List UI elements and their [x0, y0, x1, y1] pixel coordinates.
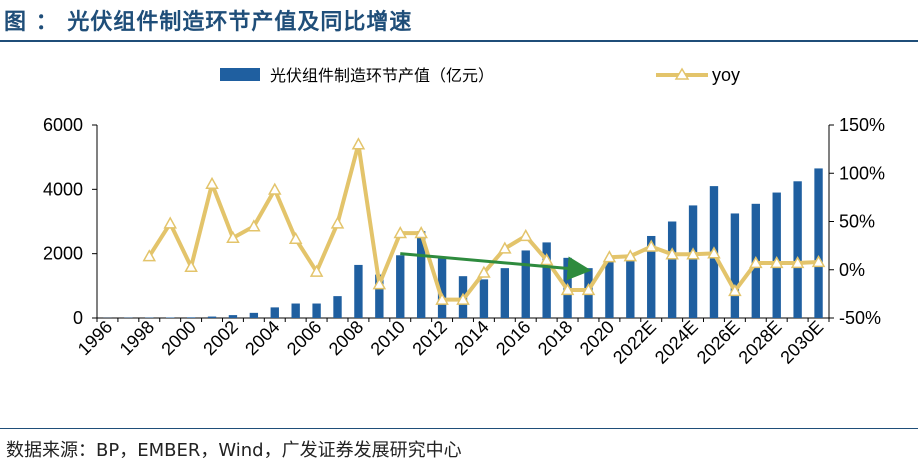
x-axis-tick-label: 2030E	[776, 317, 827, 368]
x-axis-tick-label: 2018	[534, 317, 576, 359]
yoy-point-2007	[330, 216, 345, 229]
right-axis-tick-label: -50%	[839, 308, 881, 328]
yoy-point-2030E	[811, 254, 826, 268]
bar-2024E	[688, 205, 698, 318]
x-axis-tick-label: 2024E	[651, 317, 702, 368]
trend-arrow	[400, 252, 592, 281]
bar-2014	[479, 279, 489, 318]
bar-2002	[228, 315, 238, 318]
yoy-point-2013	[456, 292, 470, 305]
yoy-point-2004	[267, 182, 282, 195]
x-axis-tick-label: 2000	[157, 317, 199, 359]
yoy-point-2019	[581, 282, 596, 296]
bar-2005	[291, 303, 300, 318]
yoy-point-2023E	[665, 247, 679, 260]
yoy-point-1998	[142, 249, 157, 262]
left-axis-tick-label: 6000	[43, 115, 83, 135]
x-axis-tick-label: 2016	[492, 317, 534, 359]
bar-2028E	[772, 192, 781, 318]
yoy-point-2018	[560, 282, 575, 296]
yoy-point-2016	[518, 228, 533, 242]
bar-2001	[207, 316, 217, 318]
yoy-point-2008	[351, 137, 366, 150]
bar-2004	[270, 307, 279, 318]
yoy-point-2028E	[769, 255, 784, 269]
bar-2021	[626, 258, 635, 318]
right-axis-tick-label: 0%	[839, 260, 865, 280]
legend-bar-label: 光伏组件制造环节产值（亿元）	[270, 66, 494, 85]
bar-2003	[249, 312, 259, 318]
x-axis-tick-label: 2028E	[735, 317, 786, 368]
yoy-point-2014	[477, 265, 491, 278]
yoy-point-2017	[539, 253, 554, 266]
yoy-point-2015	[498, 241, 512, 254]
legend-bar-swatch	[220, 68, 260, 81]
yoy-point-2009	[372, 277, 387, 290]
legend-line-marker	[674, 67, 690, 80]
bar-2022E	[647, 235, 656, 318]
yoy-point-2021	[623, 249, 638, 262]
x-axis-tick-label: 2004	[241, 317, 283, 359]
yoy-point-2027E	[749, 255, 763, 269]
yoy-point-2029E	[790, 255, 805, 269]
x-axis-tick-label: 1998	[116, 317, 158, 359]
x-axis-tick-label: 2026E	[693, 317, 744, 368]
bar-2010	[396, 255, 405, 318]
left-axis-tick-label: 0	[73, 308, 83, 328]
x-axis-tick-label: 2014	[450, 317, 492, 359]
bar-2011	[416, 231, 426, 318]
right-axis-tick-label: 100%	[839, 163, 885, 183]
yoy-point-2024E	[686, 247, 700, 260]
chart-title: 图 ： 光伏组件制造环节产值及同比增速	[4, 10, 413, 35]
yoy-point-2026E	[728, 283, 742, 297]
x-axis-tick-label: 2008	[325, 317, 367, 359]
bar-2012	[437, 258, 447, 318]
yoy-point-2001	[205, 176, 219, 190]
right-axis-tick-label: 50%	[839, 212, 875, 232]
yoy-point-2010	[393, 226, 408, 239]
bar-2006	[312, 303, 321, 318]
bar-2008	[354, 264, 363, 318]
yoy-point-2002	[226, 230, 240, 244]
yoy-point-2011	[414, 226, 428, 239]
bar-2017	[542, 242, 551, 318]
title-divider	[0, 40, 918, 42]
yoy-point-2025E	[707, 246, 721, 259]
right-axis-tick-label: 150%	[839, 115, 885, 135]
bar-2026E	[730, 213, 740, 318]
x-axis-tick-label: 2012	[408, 317, 450, 359]
x-axis-tick-label: 2006	[283, 317, 325, 359]
bar-2020	[605, 261, 614, 318]
yoy-point-2003	[247, 219, 261, 232]
bar-2023E	[667, 221, 677, 318]
bar-2029E	[793, 181, 802, 318]
yoy-point-1999	[163, 216, 177, 229]
source-note: 数据来源：BP，EMBER，Wind，广发证券发展研究中心	[6, 440, 462, 461]
yoy-point-2012	[435, 292, 449, 305]
left-axis-tick-label: 4000	[43, 179, 83, 199]
yoy-point-2020	[602, 250, 617, 263]
yoy-point-2000	[184, 259, 198, 273]
yoy-point-2005	[288, 231, 303, 245]
x-axis-tick-label: 2010	[367, 317, 409, 359]
bar-2000	[186, 317, 196, 318]
x-axis-tick-label: 2002	[199, 317, 241, 359]
bar-2016	[521, 250, 530, 318]
yoy-point-2022E	[644, 239, 659, 252]
bar-2030E	[814, 168, 823, 318]
left-axis-tick-label: 2000	[43, 244, 83, 264]
x-axis-tick-label: 2022E	[609, 317, 660, 368]
bar-2015	[500, 268, 510, 318]
footer-divider	[0, 428, 918, 429]
bar-2009	[375, 274, 384, 318]
legend-line-label: yoy	[712, 65, 740, 85]
bar-2007	[333, 296, 342, 318]
yoy-point-2006	[309, 264, 324, 277]
